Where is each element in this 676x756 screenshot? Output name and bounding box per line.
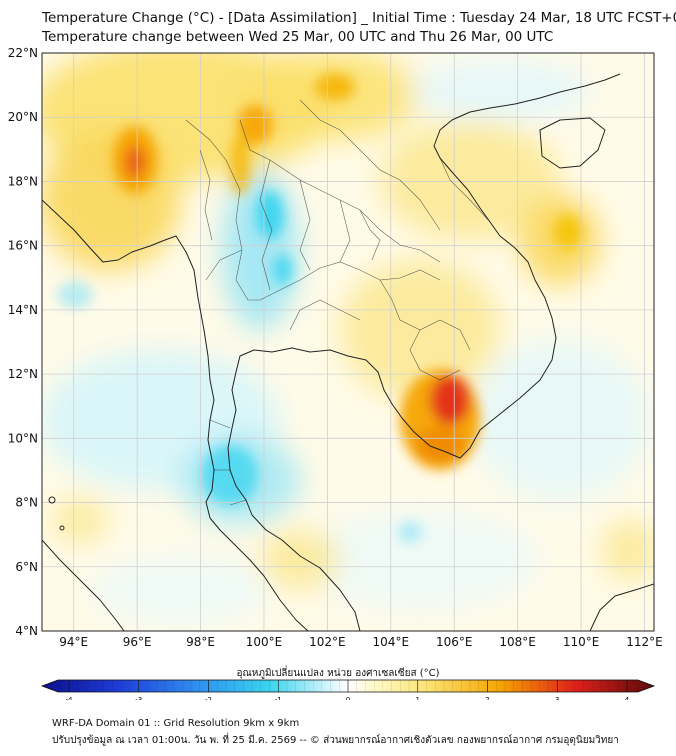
colorbar-tick-label: 0: [346, 696, 350, 700]
colorbar-tick-label: 1: [416, 696, 420, 700]
latitude-labels: 22°N 20°N 18°N 16°N 14°N 12°N 10°N 8°N 6°N 4°N: [8, 46, 38, 638]
lon-label: 96°E: [123, 635, 152, 649]
footer-credit: ปรับปรุงข้อมูล ณ เวลา 01:00น. วัน พ. ที่…: [52, 735, 619, 746]
lon-label: 110°E: [563, 635, 600, 649]
map-subtitle: Temperature change between Wed 25 Mar, 0…: [42, 29, 554, 45]
lat-label: 12°N: [8, 367, 38, 381]
lat-label: 14°N: [8, 303, 38, 317]
colorbar-tick-label: 4: [625, 696, 630, 700]
lon-label: 94°E: [59, 635, 88, 649]
plot-frame: [41, 52, 655, 632]
lat-label: 16°N: [8, 239, 38, 253]
lon-label: 102°E: [309, 635, 346, 649]
lon-label: 100°E: [246, 635, 283, 649]
lat-label: 6°N: [15, 560, 38, 574]
lon-label: 112°E: [626, 635, 663, 649]
colorbar-tick-label: 3: [555, 696, 559, 700]
lat-label: 20°N: [8, 110, 38, 124]
colorbar-ticks: -4 -3 -2 -1 0 1 2 3 4: [66, 680, 630, 700]
lat-label: 8°N: [15, 496, 38, 510]
footer-model-info: WRF-DA Domain 01 :: Grid Resolution 9km …: [52, 718, 300, 729]
admin-borders: [185, 99, 491, 506]
colorbar-title: อุณหภูมิเปลี่ยนแปลง หน่วย องศาเซลเซียส (…: [236, 668, 440, 679]
lat-label: 22°N: [8, 46, 38, 60]
colorbar-tick-label: -3: [135, 696, 142, 700]
lon-label: 108°E: [499, 635, 536, 649]
lat-label: 10°N: [8, 431, 38, 445]
lon-label: 106°E: [436, 635, 473, 649]
lon-label: 104°E: [373, 635, 410, 649]
longitude-labels: 94°E 96°E 98°E 100°E 102°E 104°E 106°E 108°E 110…: [59, 635, 662, 649]
colorbar-tick-label: -2: [205, 696, 212, 700]
colorbar-tick-label: 2: [485, 696, 489, 700]
temperature-field: [42, 53, 654, 631]
map-title: Temperature Change (°C) - [Data Assimila…: [42, 10, 676, 26]
lat-label: 4°N: [15, 624, 38, 638]
lon-label: 98°E: [186, 635, 215, 649]
colorbar-tick-label: -4: [66, 696, 74, 700]
lat-label: 18°N: [8, 174, 38, 188]
colorbar-tick-label: -1: [275, 696, 282, 700]
colorbar: -4 -3 -2 -1 0 1 2 3 4: [40, 679, 656, 700]
temperature-map: 22°N 20°N 18°N 16°N 14°N 12°N 10°N 8°N 6°N 4°N 94…: [8, 46, 663, 700]
